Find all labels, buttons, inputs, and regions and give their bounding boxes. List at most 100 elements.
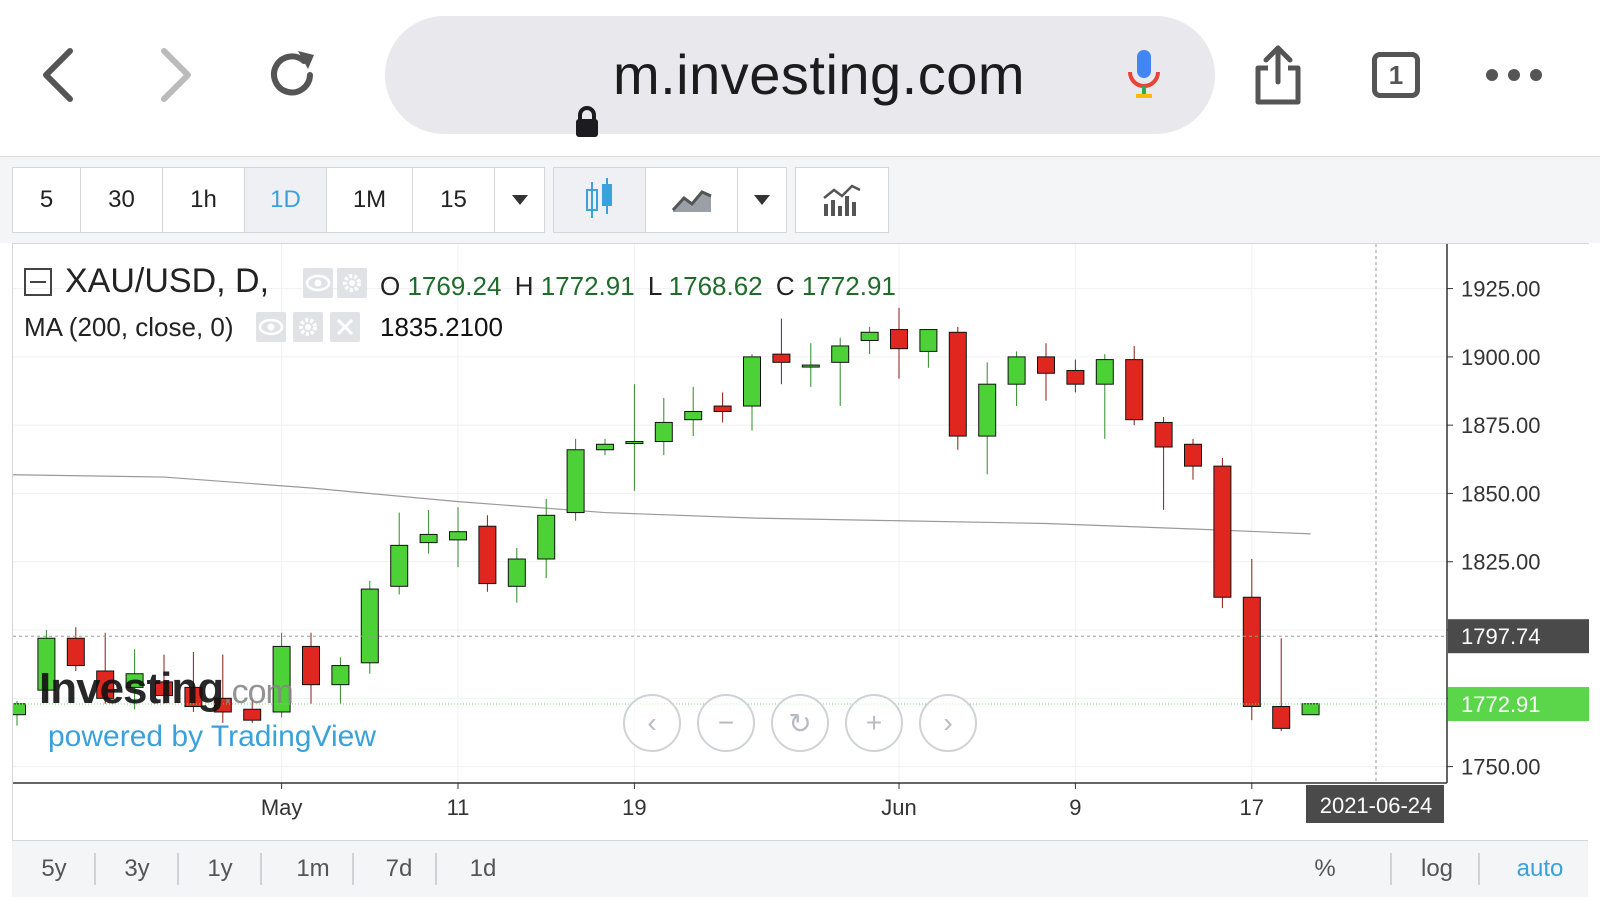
more-icon[interactable] xyxy=(1484,40,1544,110)
high-label: H xyxy=(514,271,534,301)
candle-body xyxy=(243,708,262,721)
candle-body xyxy=(1125,359,1144,421)
eye-icon[interactable] xyxy=(303,268,333,298)
divider xyxy=(352,853,354,885)
candle-body xyxy=(302,645,320,686)
range-3y[interactable]: 3y xyxy=(124,855,150,882)
candle-body xyxy=(125,673,144,688)
interval-1h[interactable]: 1h xyxy=(163,168,245,232)
interval-group: 5 30 1h 1D 1M 15 xyxy=(12,167,545,233)
range-1y[interactable]: 1y xyxy=(207,855,233,882)
divider xyxy=(94,853,96,885)
crosshair-price-label: 1797.74 xyxy=(1461,624,1541,649)
y-tick-label: 1750.00 xyxy=(1461,755,1541,780)
candle-body xyxy=(13,703,26,716)
chart-toolbar: 5 30 1h 1D 1M 15 xyxy=(0,157,1600,243)
candle-body xyxy=(1242,596,1261,708)
ohlc-readout: O 1769.24 H 1772.91 L 1768.62 C 1772.91 xyxy=(380,271,896,302)
candle-body xyxy=(272,645,291,713)
log-toggle[interactable]: log xyxy=(1420,855,1454,882)
candle-body xyxy=(684,411,703,421)
range-7d[interactable]: 7d xyxy=(385,855,413,882)
candle-body xyxy=(1272,706,1291,729)
chart-type-dropdown-icon[interactable] xyxy=(738,168,786,232)
interval-dropdown-icon[interactable] xyxy=(495,168,544,232)
last-price-tag xyxy=(1448,687,1589,722)
divider xyxy=(1478,853,1480,885)
y-tick-label: 1900.00 xyxy=(1461,345,1541,370)
x-tick-label: May xyxy=(261,795,303,820)
url-text: m.investing.com xyxy=(612,43,1026,106)
microphone-icon[interactable] xyxy=(1127,50,1161,105)
candle-body xyxy=(449,531,467,541)
indicators-icon[interactable] xyxy=(796,168,888,232)
high-value: 1772.91 xyxy=(540,271,635,301)
forward-icon[interactable] xyxy=(146,40,206,110)
range-bar: 5y 3y 1y 1m 7d 1d % log auto xyxy=(12,840,1588,897)
lock-icon xyxy=(575,60,599,138)
scroll-left-button[interactable]: ‹ xyxy=(623,694,681,752)
interval-15[interactable]: 15 xyxy=(413,168,495,232)
candle-body xyxy=(37,637,56,691)
ma-eye-icon[interactable] xyxy=(256,312,286,342)
brand-name: Investing xyxy=(39,664,224,713)
zoom-in-button[interactable]: + xyxy=(845,694,903,752)
y-tick-label: 1825.00 xyxy=(1461,550,1541,575)
ma-label: MA (200, close, 0) xyxy=(24,312,234,342)
candle-body xyxy=(948,331,967,437)
share-icon[interactable] xyxy=(1248,40,1308,110)
range-5y[interactable]: 5y xyxy=(41,855,67,882)
indicators-group xyxy=(795,167,889,233)
interval-1d[interactable]: 1D xyxy=(245,168,327,232)
candles xyxy=(13,307,1320,732)
x-tick-label: 11 xyxy=(447,795,470,820)
candlestick-chart[interactable]: 1750.001775.001800.001825.001850.001875.… xyxy=(13,244,1589,841)
interval-1m[interactable]: 1M xyxy=(327,168,413,232)
chart-area[interactable]: 1750.001775.001800.001825.001850.001875.… xyxy=(12,243,1589,841)
candlestick-icon[interactable] xyxy=(554,168,646,232)
settings-icon[interactable] xyxy=(337,268,367,298)
candle-body xyxy=(155,681,173,697)
percent-toggle[interactable]: % xyxy=(1314,855,1336,882)
reset-chart-button[interactable]: ↻ xyxy=(771,694,829,752)
divider xyxy=(260,853,262,885)
y-tick-label: 1875.00 xyxy=(1461,413,1541,438)
candle-body xyxy=(890,329,908,350)
candle-body xyxy=(1184,443,1202,467)
y-tick-label: 1925.00 xyxy=(1461,277,1541,302)
candle-body xyxy=(596,443,614,451)
low-value: 1768.62 xyxy=(668,271,763,301)
auto-toggle[interactable]: auto xyxy=(1516,855,1564,882)
candle-body xyxy=(419,533,438,544)
y-tick-label: 1850.00 xyxy=(1461,481,1541,506)
candle-body xyxy=(213,697,232,713)
candle-body xyxy=(331,665,350,686)
x-tick-label: 17 xyxy=(1240,795,1264,820)
tabs-icon[interactable]: 1 xyxy=(1366,40,1426,110)
candle-body xyxy=(919,329,938,352)
address-bar[interactable]: m.investing.com xyxy=(385,16,1215,138)
reload-icon[interactable] xyxy=(262,40,322,110)
zoom-out-button[interactable]: − xyxy=(697,694,755,752)
axes: 1750.001775.001800.001825.001850.001875.… xyxy=(13,244,1589,823)
divider xyxy=(177,853,179,885)
browser-bar: m.investing.com 1 xyxy=(0,0,1600,157)
candle-body xyxy=(1066,370,1085,385)
interval-5[interactable]: 5 xyxy=(13,168,81,232)
line-chart-icon[interactable] xyxy=(646,168,738,232)
chart-type-group xyxy=(553,167,787,233)
collapse-legend-icon[interactable] xyxy=(24,268,52,296)
range-1d[interactable]: 1d xyxy=(469,855,497,882)
crosshair-price-tag xyxy=(1448,619,1589,654)
back-icon[interactable] xyxy=(28,40,88,110)
close-value: 1772.91 xyxy=(801,271,896,301)
candle-body xyxy=(831,345,850,363)
ma-settings-icon[interactable] xyxy=(293,312,323,342)
scroll-right-button[interactable]: › xyxy=(919,694,977,752)
candle-body xyxy=(625,441,644,445)
interval-30[interactable]: 30 xyxy=(81,168,163,232)
range-1m[interactable]: 1m xyxy=(296,855,330,882)
ma-remove-icon[interactable] xyxy=(330,312,360,342)
low-label: L xyxy=(647,271,662,301)
ma-200-line xyxy=(13,474,1311,535)
